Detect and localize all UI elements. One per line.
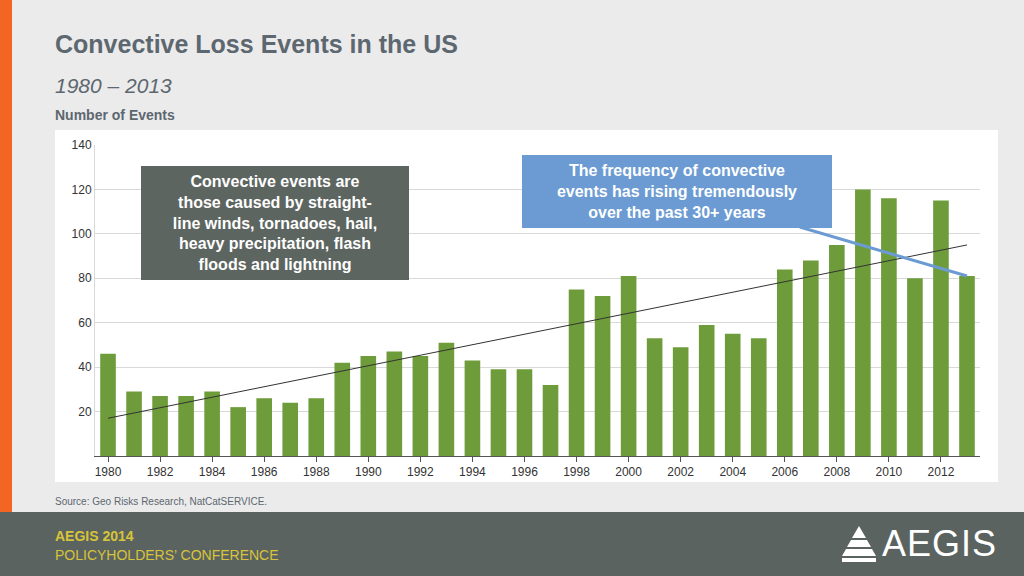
html-text:Source: Geo Risks Research, Na: Source: Geo Risks Research, NatCatSERVIC…	[55, 496, 268, 507]
svg-text:2008: 2008	[823, 465, 850, 479]
svg-text:120: 120	[72, 183, 92, 197]
svg-text:2000: 2000	[615, 465, 642, 479]
svg-text:2004: 2004	[719, 465, 746, 479]
svg-text:60: 60	[78, 316, 92, 330]
svg-text:1984: 1984	[199, 465, 226, 479]
html-text:Number of Events: Number of Events	[55, 107, 175, 123]
svg-text:1994: 1994	[459, 465, 486, 479]
svg-text:1990: 1990	[355, 465, 382, 479]
svg-text:2012: 2012	[928, 465, 955, 479]
svg-text:The frequency of convectiveeve: The frequency of convectiveevents has ri…	[557, 162, 797, 221]
svg-text:Convective events arethose cau: Convective events arethose caused by str…	[173, 173, 377, 273]
svg-text:1998: 1998	[563, 465, 590, 479]
svg-text:2010: 2010	[876, 465, 903, 479]
html-text:AEGIS 2014: AEGIS 2014	[55, 528, 134, 544]
svg-text:140: 140	[72, 138, 92, 152]
html-text:POLICYHOLDERS’ CONFERENCE: POLICYHOLDERS’ CONFERENCE	[55, 547, 279, 563]
svg-text:1982: 1982	[147, 465, 174, 479]
svg-text:100: 100	[72, 227, 92, 241]
html-text:Convective Loss Events in the: Convective Loss Events in the US	[55, 30, 458, 58]
html-text:1980 – 2013: 1980 – 2013	[55, 74, 172, 97]
svg-text:1988: 1988	[303, 465, 330, 479]
html-text:AEGIS: AEGIS	[882, 523, 997, 564]
svg-text:1992: 1992	[407, 465, 434, 479]
svg-text:1980: 1980	[95, 465, 122, 479]
svg-text:1996: 1996	[511, 465, 538, 479]
svg-text:80: 80	[78, 271, 92, 285]
svg-text:1986: 1986	[251, 465, 278, 479]
svg-text:20: 20	[78, 405, 92, 419]
svg-text:2002: 2002	[667, 465, 694, 479]
svg-text:40: 40	[78, 360, 92, 374]
svg-text:2006: 2006	[771, 465, 798, 479]
